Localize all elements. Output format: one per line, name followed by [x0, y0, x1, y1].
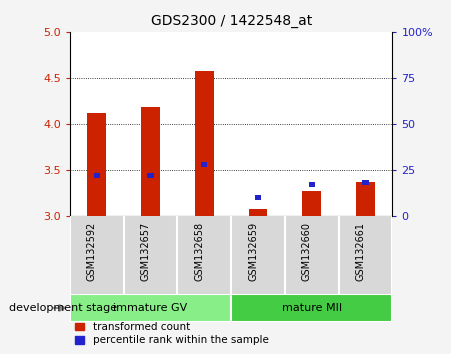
Title: GDS2300 / 1422548_at: GDS2300 / 1422548_at [151, 14, 312, 28]
Bar [93, 173, 100, 178]
Text: GSM132592: GSM132592 [87, 222, 97, 281]
Bar [201, 162, 207, 167]
Text: GSM132657: GSM132657 [141, 222, 151, 281]
Bar [70, 294, 231, 322]
Text: development stage: development stage [9, 303, 117, 313]
Text: GSM132658: GSM132658 [194, 222, 204, 281]
Bar [195, 70, 214, 216]
Text: GSM132660: GSM132660 [302, 222, 312, 281]
Text: immature GV: immature GV [113, 303, 188, 313]
Text: GSM132661: GSM132661 [355, 222, 365, 281]
Text: GSM132659: GSM132659 [248, 222, 258, 281]
Bar [231, 294, 392, 322]
Bar [308, 182, 315, 187]
Bar [87, 113, 106, 216]
Bar [362, 180, 369, 185]
Bar [249, 209, 267, 216]
Bar [141, 107, 160, 216]
Bar [147, 173, 154, 178]
Bar [255, 195, 261, 200]
Legend: transformed count, percentile rank within the sample: transformed count, percentile rank withi… [75, 322, 269, 345]
Text: mature MII: mature MII [282, 303, 342, 313]
Bar [356, 182, 375, 216]
Bar [302, 191, 321, 216]
